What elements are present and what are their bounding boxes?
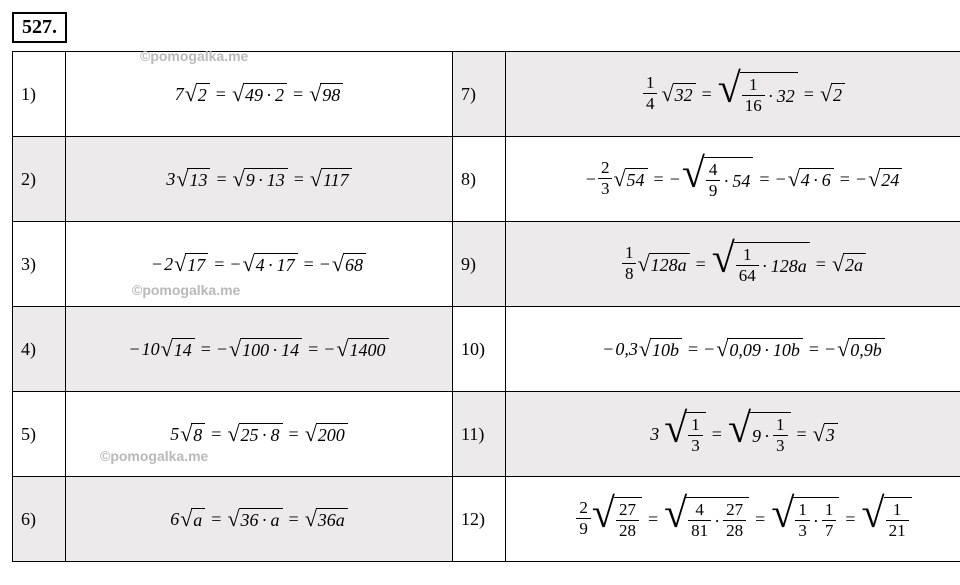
equation-cell: 18√128a=√164·128a=√2a bbox=[506, 222, 960, 307]
row-number: 8) bbox=[453, 137, 506, 222]
equation-cell: 7√2=√49·2=√98 bbox=[66, 52, 453, 137]
row-number: 12) bbox=[453, 477, 506, 562]
equation-cell: 6√a=√36·a=√36a bbox=[66, 477, 453, 562]
row-number: 1) bbox=[13, 52, 66, 137]
equation-cell: −10√14=−√100·14=−√1400 bbox=[66, 307, 453, 392]
row-number: 3) bbox=[13, 222, 66, 307]
equation-cell: −2√17=−√4·17=−√68 bbox=[66, 222, 453, 307]
table-row: 1)7√2=√49·2=√987)14√32=√116·32=√2 bbox=[13, 52, 960, 137]
problem-number: 527. bbox=[12, 12, 67, 43]
row-number: 2) bbox=[13, 137, 66, 222]
row-number: 10) bbox=[453, 307, 506, 392]
row-number: 9) bbox=[453, 222, 506, 307]
table-row: 2)3√13=√9·13=√1178)−23√54=−√49·54=−√4·6=… bbox=[13, 137, 960, 222]
table-row: 5)5√8=√25·8=√20011)3√13=√9·13=√3 bbox=[13, 392, 960, 477]
row-number: 6) bbox=[13, 477, 66, 562]
equation-cell: −23√54=−√49·54=−√4·6=−√24 bbox=[506, 137, 960, 222]
equation-cell: −0,3√10b=−√0,09·10b=−√0,9b bbox=[506, 307, 960, 392]
equation-cell: 3√13=√9·13=√3 bbox=[506, 392, 960, 477]
row-number: 4) bbox=[13, 307, 66, 392]
table-row: 3)−2√17=−√4·17=−√689)18√128a=√164·128a=√… bbox=[13, 222, 960, 307]
equation-cell: 3√13=√9·13=√117 bbox=[66, 137, 453, 222]
table-row: 6)6√a=√36·a=√36a12)29√2728=√481·2728=√13… bbox=[13, 477, 960, 562]
row-number: 5) bbox=[13, 392, 66, 477]
table-row: 4)−10√14=−√100·14=−√140010)−0,3√10b=−√0,… bbox=[13, 307, 960, 392]
equation-cell: 14√32=√116·32=√2 bbox=[506, 52, 960, 137]
row-number: 7) bbox=[453, 52, 506, 137]
equation-cell: 29√2728=√481·2728=√13·17=√121 bbox=[506, 477, 960, 562]
solution-table: 1)7√2=√49·2=√987)14√32=√116·32=√22)3√13=… bbox=[12, 51, 960, 562]
row-number: 11) bbox=[453, 392, 506, 477]
equation-cell: 5√8=√25·8=√200 bbox=[66, 392, 453, 477]
